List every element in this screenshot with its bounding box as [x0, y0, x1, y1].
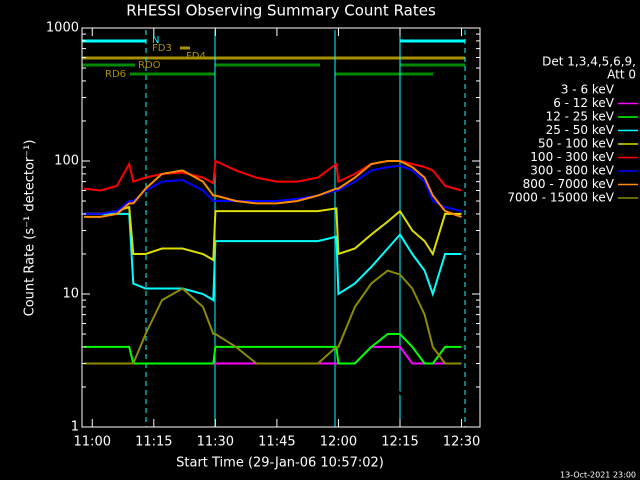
- series-line: [84, 205, 462, 262]
- legend-label: 800 - 7000 keV: [523, 177, 615, 191]
- x-tick-label: 11:30: [197, 435, 234, 450]
- series-line: [84, 160, 462, 218]
- annotation: FD4: [186, 51, 206, 62]
- annotation: RD6: [105, 69, 126, 80]
- mode-bars: [81, 30, 466, 427]
- legend-label: 12 - 25 keV: [546, 110, 615, 124]
- annotation: N: [152, 35, 159, 46]
- x-tick-label: 11:45: [258, 435, 295, 450]
- series-line: [84, 269, 462, 365]
- series-line: [84, 333, 462, 365]
- y-tick-label: 10: [62, 287, 79, 302]
- series-line: [354, 380, 414, 418]
- legend-label: 3 - 6 keV: [561, 83, 615, 97]
- y-axis-label: Count Rate (s⁻¹ detector⁻¹): [23, 140, 38, 317]
- series-line: [84, 212, 462, 302]
- y-tick-label: 100: [54, 154, 79, 169]
- legend-title: Det 1,3,4,5,6,9,: [542, 55, 636, 69]
- x-tick-label: 11:00: [74, 435, 111, 450]
- legend-label: 25 - 50 keV: [546, 123, 615, 137]
- legend-label: 6 - 12 keV: [553, 96, 615, 110]
- annotation: FD3: [152, 43, 172, 54]
- x-tick-label: 12:30: [443, 435, 480, 450]
- x-tick-label: 12:00: [320, 435, 357, 450]
- legend-label: 50 - 100 keV: [538, 137, 615, 151]
- y-tick-label: 1: [71, 420, 79, 435]
- x-axis-label: Start Time (29-Jan-06 10:57:02): [176, 456, 384, 471]
- legend-label: 7000 - 15000 keV: [507, 191, 614, 205]
- legend-label: 300 - 800 keV: [530, 164, 614, 178]
- x-tick-label: 11:15: [135, 435, 172, 450]
- x-tick-label: 12:15: [381, 435, 418, 450]
- series-line: [83, 159, 462, 192]
- series-line: [84, 164, 462, 215]
- legend-title: Att 0: [607, 68, 636, 82]
- legend-label: 100 - 300 keV: [530, 150, 614, 164]
- series-line: [84, 345, 462, 365]
- annotation: RDO: [138, 60, 161, 71]
- y-tick-label: 1000: [46, 21, 79, 36]
- timestamp: 13-Oct-2021 23:00: [560, 471, 636, 480]
- chart-title: RHESSI Observing Summary Count Rates: [126, 2, 436, 20]
- plot-frame: [81, 27, 481, 428]
- series-line: [144, 392, 204, 418]
